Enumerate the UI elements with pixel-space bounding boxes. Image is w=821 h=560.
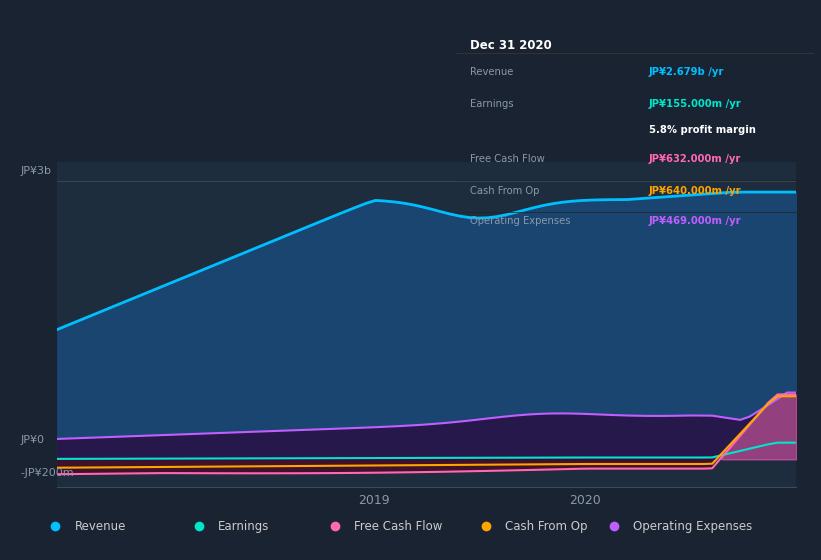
Text: Revenue: Revenue: [75, 520, 126, 533]
Text: JP¥632.000m /yr: JP¥632.000m /yr: [649, 155, 741, 165]
Text: JP¥0: JP¥0: [21, 435, 44, 445]
Text: Revenue: Revenue: [470, 67, 513, 77]
Text: Earnings: Earnings: [218, 520, 269, 533]
Text: Dec 31 2020: Dec 31 2020: [470, 39, 552, 52]
Text: JP¥155.000m /yr: JP¥155.000m /yr: [649, 99, 741, 109]
Text: Operating Expenses: Operating Expenses: [470, 216, 571, 226]
Text: JP¥3b: JP¥3b: [21, 166, 52, 176]
Text: 5.8% profit margin: 5.8% profit margin: [649, 125, 755, 134]
Text: Free Cash Flow: Free Cash Flow: [354, 520, 443, 533]
Text: Cash From Op: Cash From Op: [470, 186, 539, 196]
Text: Earnings: Earnings: [470, 99, 514, 109]
Text: -JP¥200m: -JP¥200m: [21, 468, 74, 478]
Text: Cash From Op: Cash From Op: [505, 520, 587, 533]
Text: JP¥2.679b /yr: JP¥2.679b /yr: [649, 67, 724, 77]
Text: Operating Expenses: Operating Expenses: [633, 520, 753, 533]
Text: JP¥640.000m /yr: JP¥640.000m /yr: [649, 186, 741, 196]
Text: Free Cash Flow: Free Cash Flow: [470, 155, 544, 165]
Text: JP¥469.000m /yr: JP¥469.000m /yr: [649, 216, 741, 226]
